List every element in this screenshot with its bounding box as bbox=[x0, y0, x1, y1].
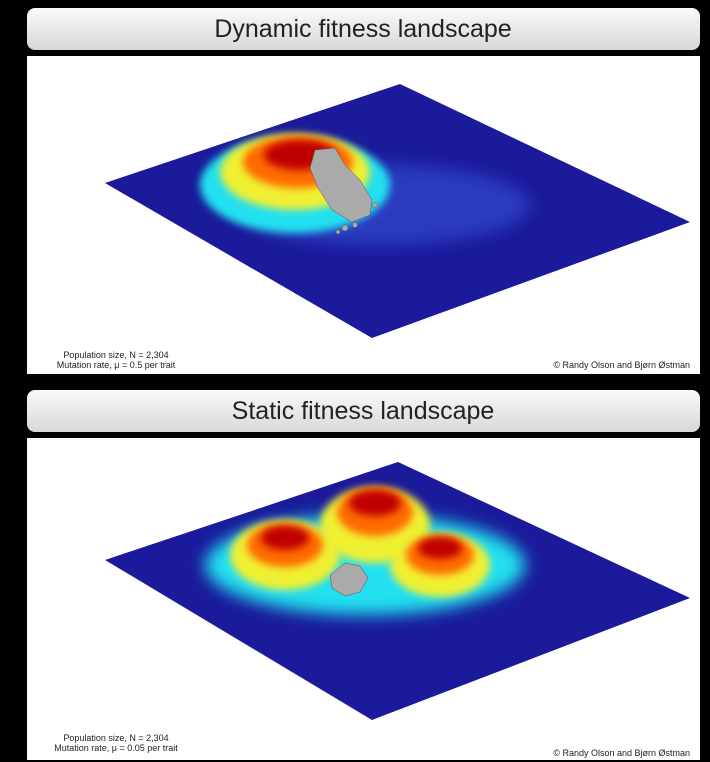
panel: Dynamic fitness landscape Population siz… bbox=[27, 8, 700, 374]
caption: Mutation rate, μ = 0.05 per trait bbox=[54, 743, 178, 753]
caption: Mutation rate, μ = 0.5 per trait bbox=[57, 360, 176, 370]
panel: Static fitness landscape Population size… bbox=[27, 390, 700, 760]
panel-title: Static fitness landscape bbox=[232, 397, 495, 425]
caption: Population size, N = 2,304 bbox=[63, 350, 168, 360]
credit: © Randy Olson and Bjørn Østman bbox=[553, 360, 690, 370]
screenshot: Dynamic fitness landscape Population siz… bbox=[0, 0, 710, 762]
caption: Population size, N = 2,304 bbox=[63, 733, 168, 743]
credit: © Randy Olson and Bjørn Østman bbox=[553, 748, 690, 758]
panel-title: Dynamic fitness landscape bbox=[214, 15, 511, 43]
